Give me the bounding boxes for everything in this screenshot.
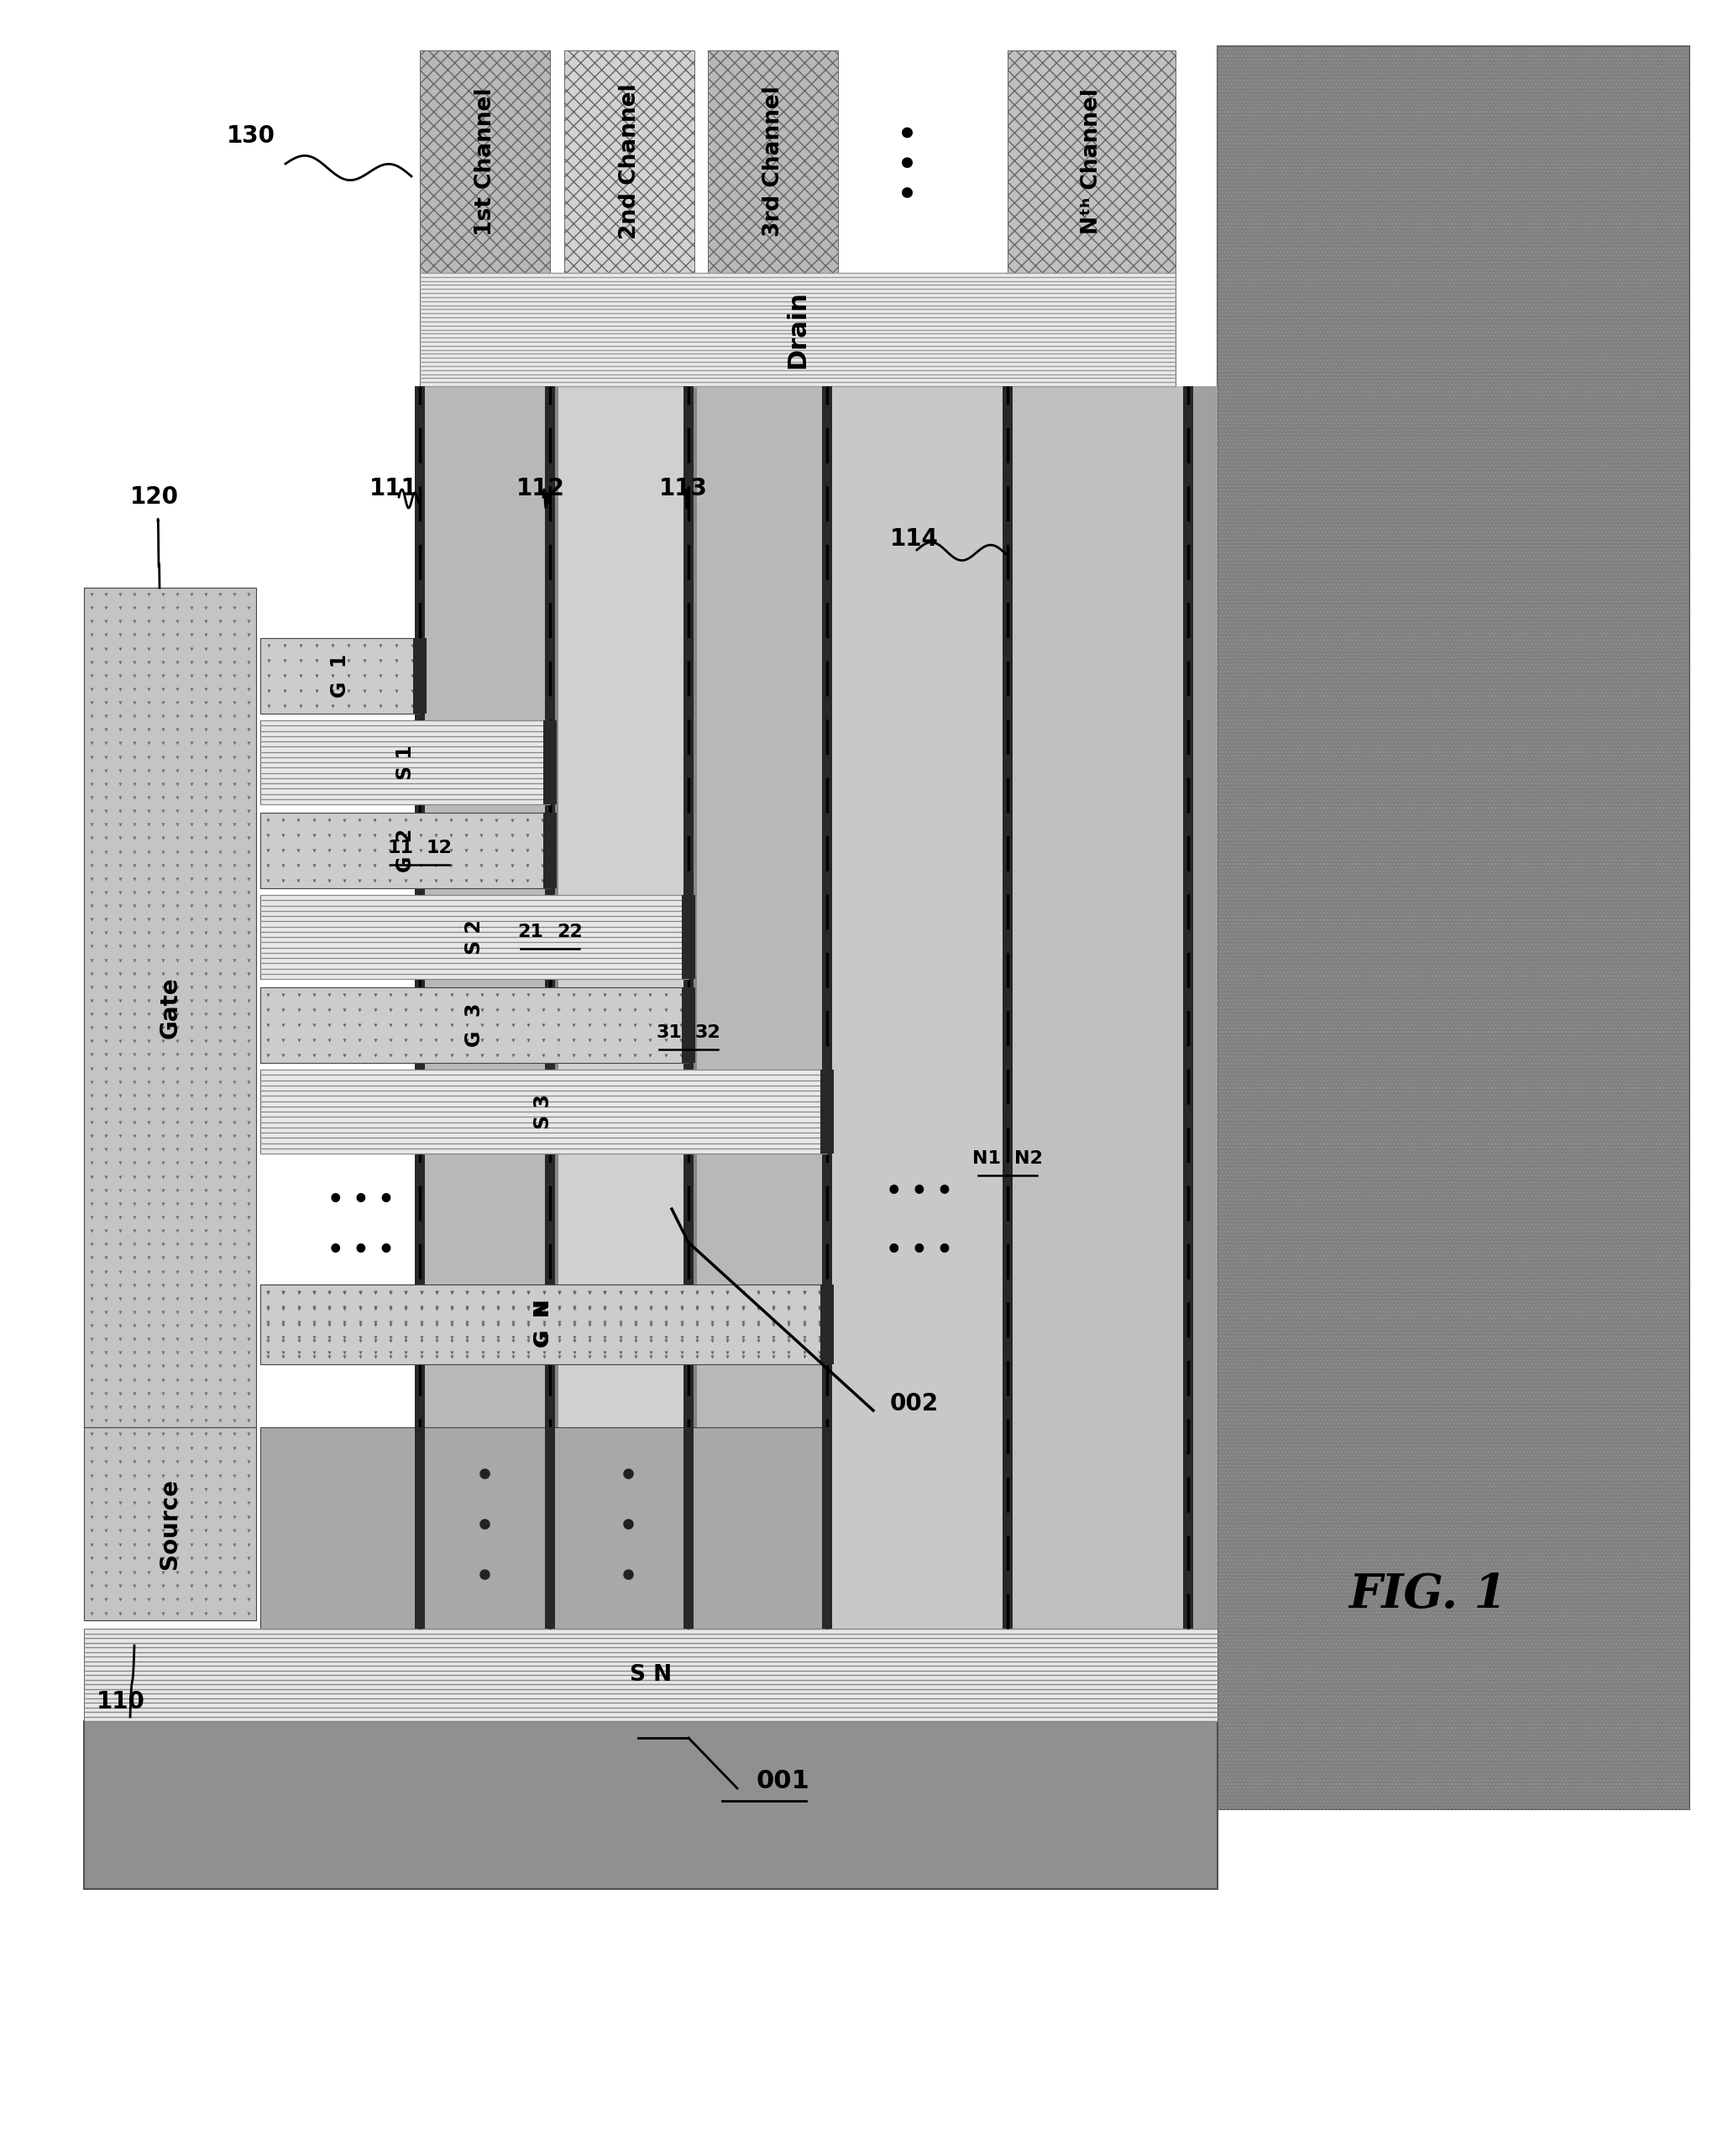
Bar	[1184, 386, 1192, 1628]
Text: • • •: • • •	[327, 1188, 395, 1212]
Bar	[820, 1285, 834, 1360]
Bar	[820, 1069, 834, 1153]
Text: 32: 32	[696, 1024, 720, 1041]
Bar	[563, 50, 694, 274]
Bar	[420, 274, 1175, 386]
Text: S 1: S 1	[395, 744, 415, 780]
Bar	[260, 895, 689, 979]
Bar	[260, 987, 689, 1063]
Bar	[543, 813, 557, 888]
Bar	[1218, 45, 1690, 1809]
Text: 112: 112	[517, 476, 565, 500]
Bar	[820, 1285, 834, 1365]
Text: • • •: • • •	[327, 1240, 395, 1263]
Text: FIG. 1: FIG. 1	[1349, 1572, 1506, 1619]
Bar	[84, 1720, 1218, 1889]
Bar	[1008, 386, 1189, 1628]
Text: Nᵗʰ Channel: Nᵗʰ Channel	[1080, 88, 1103, 235]
Text: 130: 130	[227, 125, 276, 149]
Bar	[260, 813, 550, 888]
Text: S 2: S 2	[463, 918, 484, 955]
Bar	[84, 1427, 257, 1621]
Bar	[550, 386, 558, 1628]
Text: G  N: G N	[534, 1298, 553, 1345]
Text: 12: 12	[427, 839, 453, 856]
Text: Gate: Gate	[159, 977, 183, 1039]
Text: 31: 31	[656, 1024, 682, 1041]
Text: G  N: G N	[534, 1300, 553, 1348]
Bar	[1189, 386, 1218, 1628]
Text: 114: 114	[891, 528, 939, 550]
Text: 001: 001	[756, 1768, 810, 1794]
Bar	[682, 987, 696, 1063]
Bar	[543, 720, 557, 804]
Bar	[544, 1427, 555, 1628]
Bar	[260, 1427, 827, 1628]
Text: 113: 113	[660, 476, 708, 500]
Bar	[415, 386, 426, 1628]
Bar	[689, 386, 696, 1628]
Bar	[682, 895, 696, 979]
Bar	[822, 1427, 832, 1628]
Text: N2: N2	[1015, 1149, 1042, 1166]
Bar	[1003, 386, 1013, 1628]
Bar	[827, 386, 1008, 1628]
Text: • • •: • • •	[886, 1240, 953, 1263]
Bar	[420, 386, 550, 1628]
Bar	[415, 1427, 426, 1628]
Text: 002: 002	[891, 1393, 939, 1416]
Bar	[822, 386, 832, 1628]
Bar	[558, 386, 689, 1628]
Bar	[563, 50, 694, 274]
Text: Source: Source	[159, 1479, 183, 1570]
Text: S 3: S 3	[534, 1093, 553, 1130]
Bar	[260, 720, 550, 804]
Bar	[414, 638, 427, 714]
Text: 111: 111	[369, 476, 419, 500]
Bar	[684, 1427, 694, 1628]
Text: 120: 120	[131, 485, 179, 509]
Bar	[420, 50, 550, 274]
Bar	[1218, 45, 1690, 1809]
Text: 110: 110	[96, 1690, 145, 1714]
Bar	[260, 638, 420, 714]
Bar	[84, 589, 257, 1427]
Text: G  3: G 3	[463, 1003, 484, 1048]
Text: 21: 21	[517, 923, 543, 940]
Text: 3rd Channel: 3rd Channel	[762, 86, 784, 237]
Bar	[420, 50, 550, 274]
Bar	[84, 1628, 1218, 1720]
Bar	[260, 1285, 827, 1365]
Bar	[1008, 50, 1175, 274]
Text: 11: 11	[388, 839, 414, 856]
Text: G  1: G 1	[331, 653, 350, 699]
Bar	[260, 1285, 827, 1360]
Bar	[260, 1069, 827, 1153]
Text: N1: N1	[972, 1149, 1001, 1166]
Text: • • •: • • •	[896, 123, 925, 201]
Text: Drain: Drain	[786, 291, 810, 369]
Text: 22: 22	[557, 923, 582, 940]
Bar	[1008, 50, 1175, 274]
Bar	[684, 386, 694, 1628]
Text: • • •: • • •	[886, 1179, 953, 1205]
Bar	[544, 386, 555, 1628]
Text: 1st Channel: 1st Channel	[474, 88, 496, 235]
Bar	[708, 50, 837, 274]
Bar	[708, 50, 837, 274]
Bar	[696, 386, 827, 1628]
Text: S N: S N	[629, 1664, 672, 1686]
Text: 2nd Channel: 2nd Channel	[619, 84, 641, 239]
Text: G  2: G 2	[395, 828, 415, 873]
